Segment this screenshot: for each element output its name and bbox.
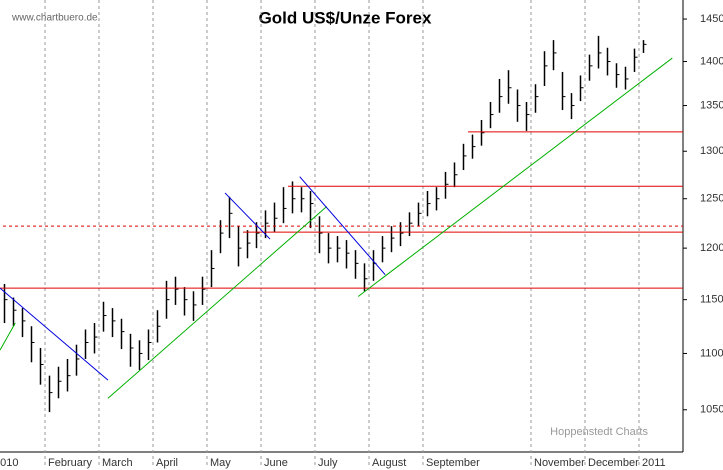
chart-title: Gold US$/Unze Forex [259,8,432,27]
credit: Hoppenstedt Charts [550,426,648,438]
y-tick-label: 1050 [700,404,723,416]
x-tick-label: 2010 [0,457,18,469]
x-tick-label: November [534,457,585,469]
y-tick-label: 1250 [700,193,723,205]
trend-line [0,322,16,351]
x-tick-label: December [588,457,639,469]
y-tick-label: 1300 [700,145,723,157]
trend-line [299,176,386,275]
x-tick-label: May [210,457,231,469]
x-tick-label: 2011 [642,457,666,469]
trend-line [224,192,271,240]
trend-line [107,206,328,399]
x-tick-label: March [102,457,133,469]
x-tick-label: July [318,457,338,469]
source: www.chartbuero.de [11,13,98,24]
x-tick-label: June [264,457,288,469]
x-tick-label: February [48,457,93,469]
y-tick-label: 1200 [700,242,723,254]
trend-line [357,57,673,297]
x-tick-label: April [156,457,178,469]
y-tick-label: 1100 [700,347,723,359]
y-tick-label: 1150 [700,294,723,306]
y-tick-label: 1450 [700,13,723,25]
x-tick-label: September [426,457,480,469]
y-tick-label: 1400 [700,55,723,67]
y-tick-label: 1350 [700,99,723,111]
trend-line [0,287,109,381]
x-tick-label: August [372,457,406,469]
